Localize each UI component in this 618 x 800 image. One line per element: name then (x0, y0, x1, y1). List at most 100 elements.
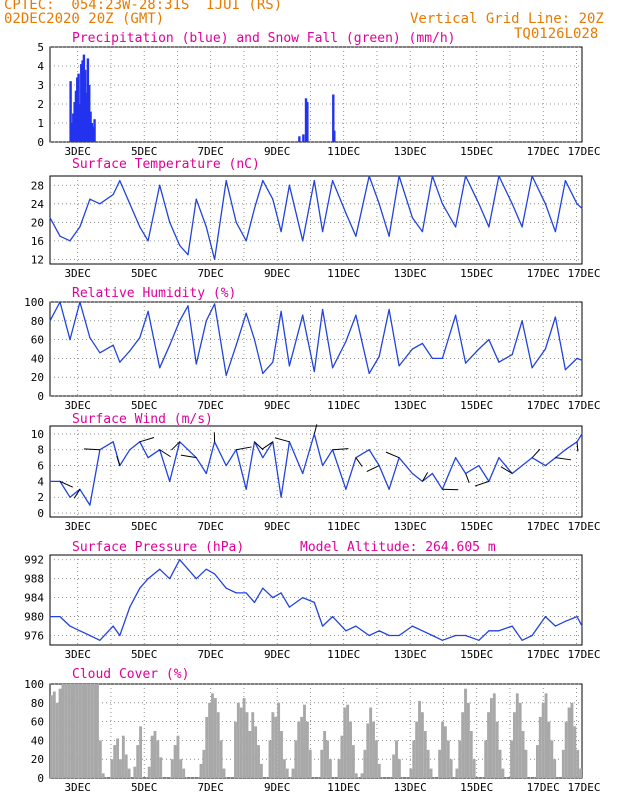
panel-3-xtick: 9DEC (264, 520, 291, 533)
panel-5-xtick: 5DEC (131, 781, 158, 794)
data-point (465, 634, 467, 637)
precip-bar (80, 64, 83, 142)
cloud-bar (139, 726, 143, 778)
panel-5-title: Cloud Cover (%) (72, 667, 189, 682)
data-point (205, 226, 207, 228)
cloud-bar (495, 721, 499, 778)
cloud-bar (274, 716, 278, 778)
data-point (280, 592, 282, 594)
cloud-bar (366, 723, 370, 778)
data-point (272, 198, 274, 200)
precip-bar (74, 90, 78, 142)
cloud-bar (337, 759, 341, 778)
data-point (322, 464, 324, 467)
data-point (576, 615, 578, 618)
data-point (112, 441, 114, 443)
cloud-bar (96, 684, 99, 778)
cloud-bar (257, 745, 260, 778)
panel-5-xtick: 11DEC (327, 781, 360, 794)
cloud-bar (116, 738, 120, 778)
panel-2-xtick: 5DEC (131, 399, 158, 412)
panel-4-ytick: 980 (24, 611, 44, 624)
cloud-bar (305, 721, 309, 778)
data-point (378, 355, 380, 358)
cloud-bar (374, 740, 378, 778)
data-point (388, 235, 390, 237)
panel-5-ytick: 0 (37, 772, 44, 785)
cloud-bar (70, 684, 74, 778)
cloud-bar (87, 684, 91, 778)
cloud-bar (372, 721, 375, 778)
panel-1-ytick: 20 (31, 216, 44, 229)
cloud-bar (308, 749, 312, 778)
data-point (225, 180, 227, 182)
data-point (79, 301, 81, 303)
cloud-bar (343, 707, 347, 778)
panel-3-xtick: 13DEC (394, 520, 427, 533)
data-point (262, 180, 264, 182)
data-point (478, 464, 480, 467)
panel-2-xtick: 3DEC (64, 399, 91, 412)
data-point (431, 175, 433, 177)
cloud-bar (150, 735, 154, 778)
data-point (531, 367, 533, 369)
data-point (245, 592, 247, 594)
cloud-bar (392, 754, 396, 778)
data-point (421, 230, 423, 233)
data-point (129, 203, 131, 205)
cloud-bar (297, 721, 301, 778)
cloud-bar (268, 740, 272, 778)
panel-0-ytick: 0 (37, 136, 44, 149)
cloud-bar (524, 749, 528, 778)
panel-3-series-line (50, 433, 583, 506)
cloud-bar (420, 712, 424, 778)
cloud-bar (58, 688, 62, 778)
wind-arrow (180, 454, 197, 459)
wind-arrow (236, 446, 252, 451)
data-point (368, 175, 370, 177)
cloud-bar (64, 684, 68, 778)
data-point (139, 587, 141, 589)
precip-bar (89, 111, 92, 142)
panel-0-xtick: 17DEC (567, 145, 600, 158)
data-point (322, 308, 324, 311)
data-point (498, 630, 500, 632)
cloud-bar (179, 759, 183, 778)
wind-arrow (313, 424, 318, 435)
data-point (169, 578, 171, 580)
data-point (521, 464, 523, 467)
cloud-bar (354, 773, 358, 778)
cloud-bar (455, 768, 459, 778)
data-point (235, 344, 237, 346)
data-point (205, 568, 207, 570)
cloud-bar (561, 749, 565, 778)
data-point (355, 625, 357, 627)
cloud-bar (429, 768, 433, 778)
panel-1-xtick: 7DEC (197, 267, 224, 280)
data-point (280, 496, 282, 498)
data-point (205, 320, 207, 322)
cloud-bar (412, 740, 416, 778)
cloud-bar (570, 702, 574, 778)
wind-arrow (385, 451, 400, 459)
data-point (79, 226, 81, 228)
data-point (195, 363, 197, 365)
data-point (129, 449, 131, 451)
panel-0-xtick: 9DEC (264, 145, 291, 158)
panel-1-frame (49, 175, 583, 265)
cloud-bar (173, 745, 177, 778)
cloud-bar (127, 768, 131, 778)
panel-2-xtick: 7DEC (197, 399, 224, 412)
precip-bar (92, 126, 95, 142)
data-point (411, 472, 414, 475)
panel-0-xtick: 7DEC (197, 145, 224, 158)
panel-1-ytick: 24 (31, 198, 45, 211)
panel-3-ytick: 6 (37, 460, 44, 473)
data-point (378, 630, 380, 632)
cloud-bar (487, 712, 490, 778)
cloud-bar (93, 684, 97, 778)
cloud-bar (469, 731, 473, 778)
cloud-bar (50, 695, 53, 778)
cloud-bar (492, 693, 496, 778)
vertical-grid-line-label: Vertical Grid Line: 20Z (410, 11, 604, 27)
